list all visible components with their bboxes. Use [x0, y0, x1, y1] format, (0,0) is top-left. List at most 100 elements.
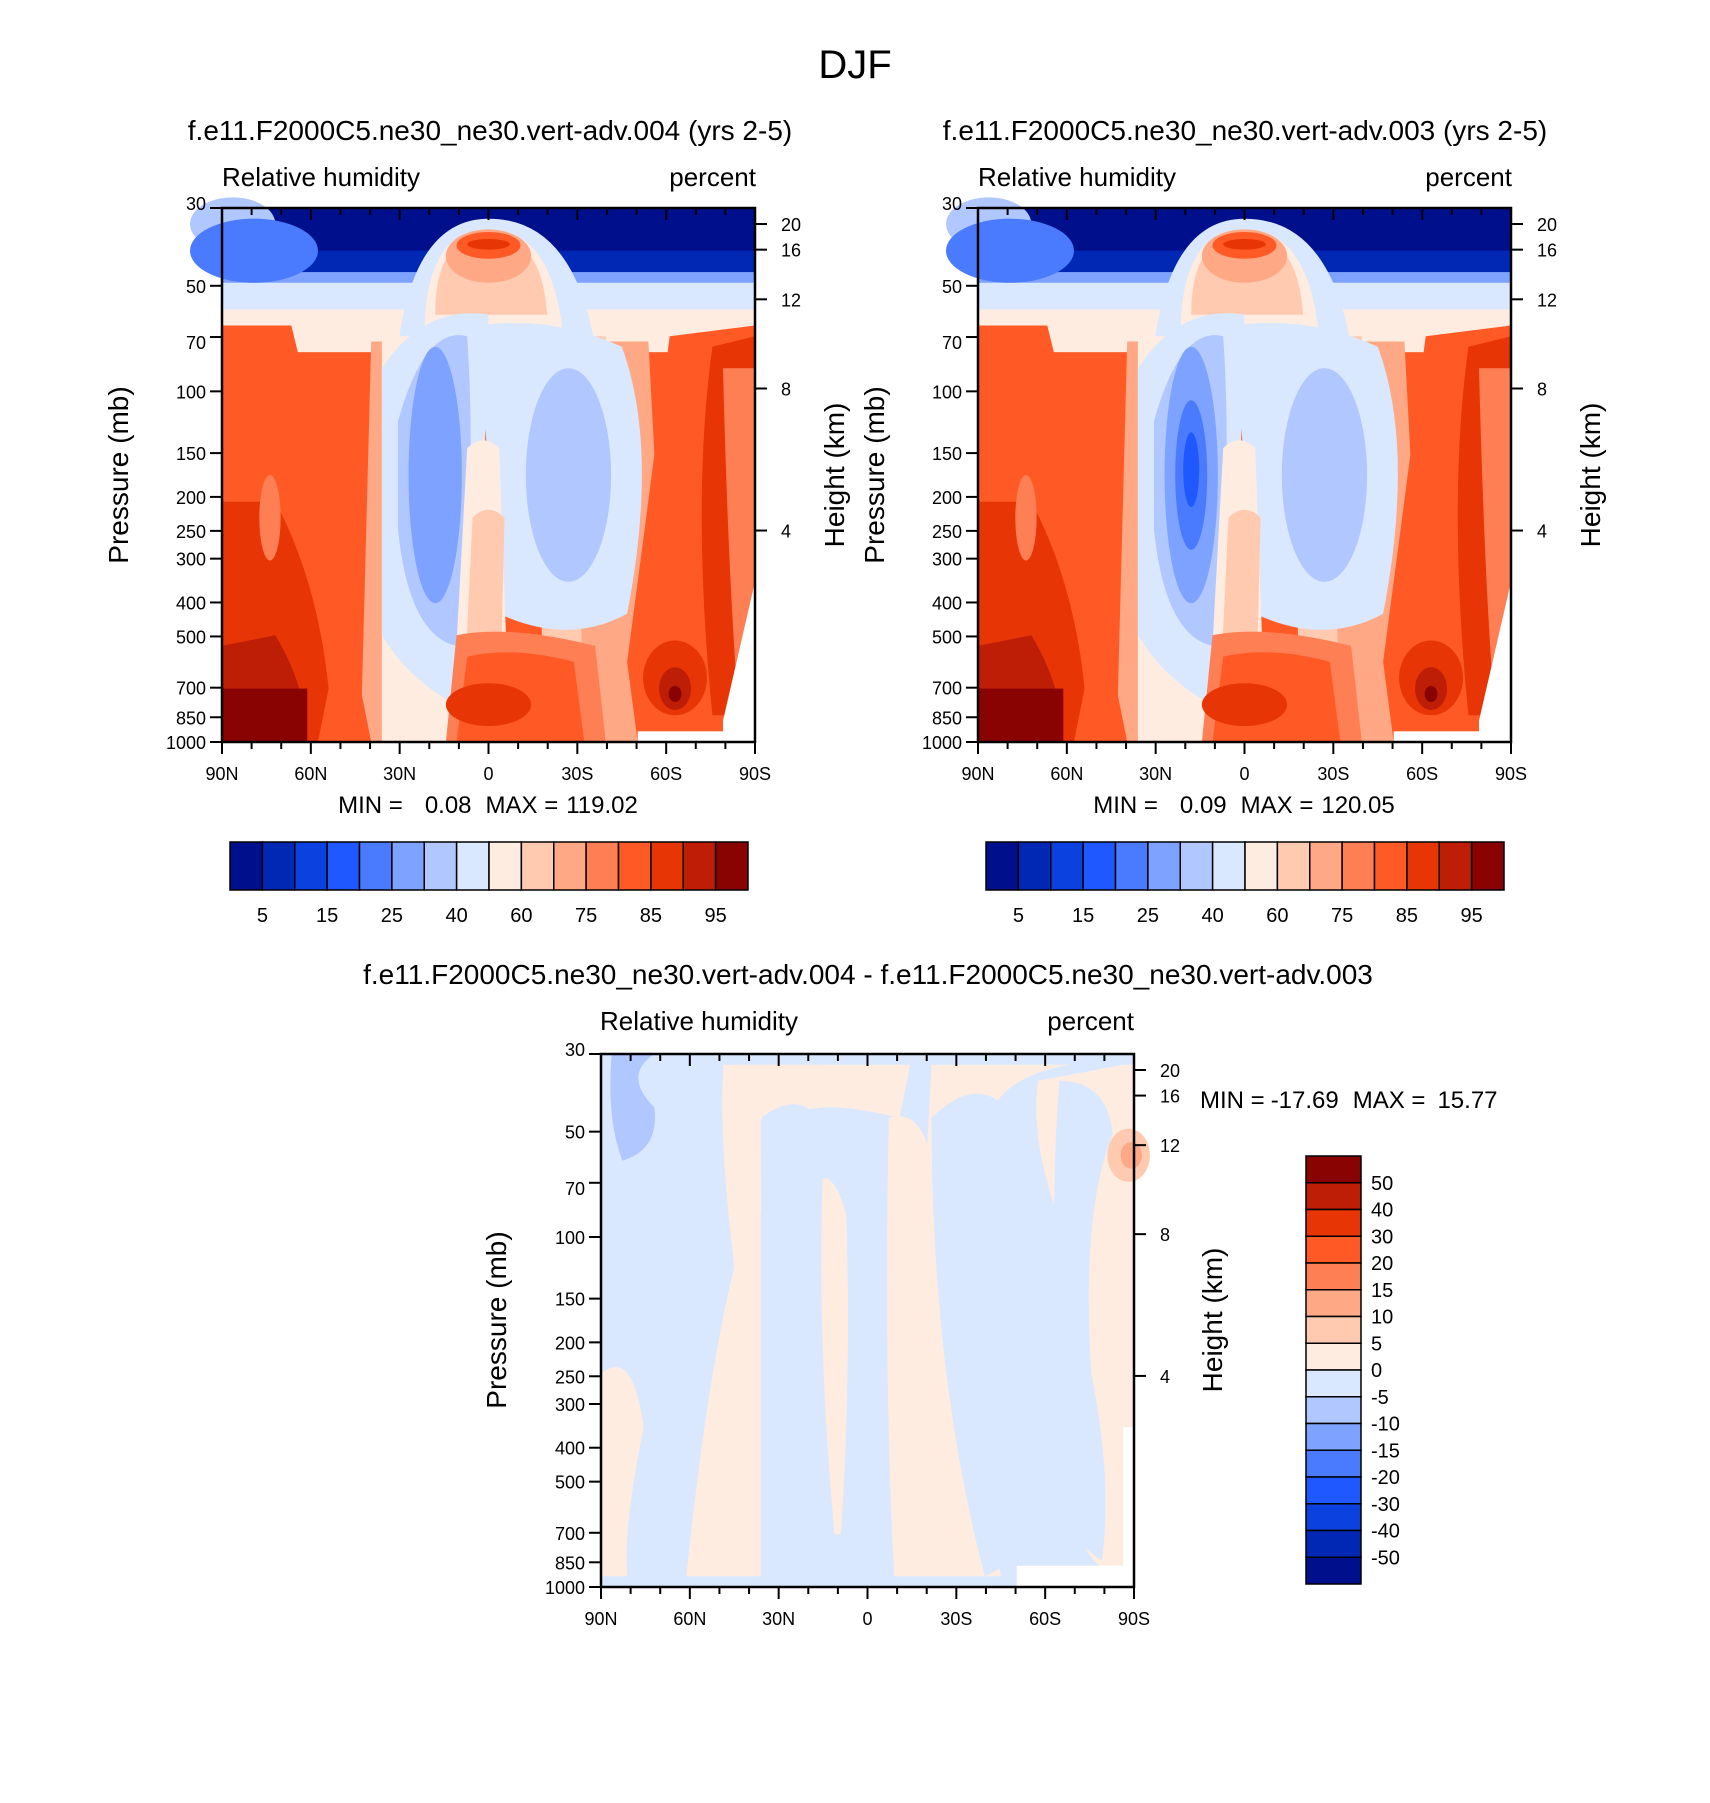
panel-1-colorbar-box-5: [391, 841, 425, 891]
panel-2-colorbar-box-9: [1276, 841, 1311, 891]
panel-1-contour-39: [637, 731, 755, 742]
panel-2-y2tick-label-0: 20: [1537, 215, 1557, 235]
panel-1-colorbar-label-3: 40: [446, 905, 468, 927]
panel-1-colorbar-box-4: [358, 841, 393, 891]
panel-3-colorbar-box-4: [1305, 1262, 1362, 1291]
panel-3-colorbar-label-9: -10: [1371, 1414, 1400, 1436]
panel-1: f.e11.F2000C5.ne30_ne30.vert-adv.004 (yr…: [103, 115, 850, 927]
panel-1-ytick-label-10: 700: [176, 679, 206, 699]
panel-2-left-label: Relative humidity: [978, 162, 1176, 192]
panel-3-contour-0: [686, 1064, 825, 1577]
panel-3-contour-8: [931, 1093, 1017, 1577]
panel-2-colorbar-label-3: 40: [1202, 905, 1224, 927]
panel-1-colorbar-label-5: 75: [575, 905, 597, 927]
panel-1-colorbar: 5 15 25 40 60 75 85 95: [229, 841, 749, 927]
panel-1-colorbar-box-11: [585, 841, 620, 891]
panel-3-colorbar-box-2: [1305, 1208, 1362, 1237]
panel-1-xtick-label-3: 0: [483, 764, 493, 784]
panel-1-colorbar-label-4: 60: [510, 905, 532, 927]
panel-2-contour-42: [1479, 581, 1511, 742]
panel-3-y2tick-label-4: 4: [1160, 1367, 1170, 1387]
panel-3-colorbar-box-13: [1305, 1503, 1362, 1532]
panel-1-colorbar-box-10: [553, 841, 587, 891]
panel-3-colorbar-label-10: -15: [1371, 1440, 1400, 1462]
panel-2-ytick-label-12: 1000: [922, 733, 962, 753]
panel-2-xtick-label-6: 90S: [1495, 764, 1527, 784]
panel-2-ylabel: Pressure (mb): [859, 386, 890, 563]
panel-2-ytick-label-2: 70: [942, 333, 962, 353]
panel-1-colorbar-label-6: 85: [640, 905, 662, 927]
panel-2-minmax: MIN = 0.09 MAX = 120.05: [1093, 792, 1395, 819]
panel-3-ytick-label-11: 850: [555, 1553, 585, 1573]
panel-1-ytick-label-8: 400: [176, 593, 206, 613]
panel-3-y2ticks: 20 16 12 8 4: [1134, 1061, 1180, 1387]
panel-1-colorbar-label-1: 15: [316, 905, 338, 927]
panel-3-contour-1: [734, 1064, 911, 1214]
panel-2-ytick-label-9: 500: [932, 627, 962, 647]
panel-2-contour-24: [1183, 432, 1200, 508]
panel-1-colorbar-box-13: [650, 841, 684, 891]
panel-2-y2tick-label-4: 4: [1537, 522, 1547, 542]
panel-3-colorbar-box-10: [1305, 1422, 1362, 1451]
panel-2-ytick-label-10: 700: [932, 679, 962, 699]
panel-2-ytick-label-6: 250: [932, 522, 962, 542]
panel-3-ytick-label-2: 70: [565, 1179, 585, 1199]
panel-1-ylabel: Pressure (mb): [103, 386, 134, 563]
panel-3-ytick-label-3: 100: [555, 1228, 585, 1248]
panel-2-contour-39: [1424, 685, 1438, 702]
panel-3-yticks: 30 50 70 100 150 200 250 300 400 500 700 850 1000: [545, 1040, 601, 1598]
panel-2-ytick-label-3: 100: [932, 382, 962, 402]
panel-3-y2tick-label-0: 20: [1160, 1061, 1180, 1081]
panel-1-contour-27: [445, 683, 532, 726]
panel-3-y2tick-label-2: 12: [1160, 1136, 1180, 1156]
panel-1-colorbar-box-3: [326, 841, 361, 891]
panel-2-title: f.e11.F2000C5.ne30_ne30.vert-adv.003 (yr…: [943, 115, 1547, 146]
panel-1-ytick-label-3: 100: [176, 382, 206, 402]
panel-1-contour-21: [525, 368, 612, 582]
panel-2-contour-13: [1223, 238, 1266, 250]
panel-2: f.e11.F2000C5.ne30_ne30.vert-adv.003 (yr…: [859, 115, 1606, 927]
panel-3-colorbar-label-14: -50: [1371, 1547, 1400, 1569]
panel-2-y2tick-label-2: 12: [1537, 290, 1557, 310]
figure-title: DJF: [818, 43, 891, 87]
panel-2-contour-21: [1281, 368, 1368, 582]
panel-3-colorbar-label-1: 40: [1371, 1200, 1393, 1222]
panel-2-ytick-label-1: 50: [942, 277, 962, 297]
panel-2-xtick-label-0: 90N: [961, 764, 994, 784]
panel-2-colorbar-box-4: [1114, 841, 1149, 891]
panel-2-colorbar-box-15: [1470, 841, 1505, 891]
panel-1-contour-31: [222, 688, 308, 742]
panel-2-colorbar-box-0: [985, 841, 1020, 891]
panel-1-y2tick-label-4: 4: [781, 522, 791, 542]
panel-1-ytick-label-7: 300: [176, 550, 206, 570]
panel-3-colorbar-box-6: [1305, 1315, 1362, 1344]
panel-2-colorbar-label-6: 85: [1396, 905, 1418, 927]
panel-3-colorbar-box-15: [1305, 1556, 1362, 1585]
panel-2-contour-41: [1393, 731, 1511, 742]
panel-1-title: f.e11.F2000C5.ne30_ne30.vert-adv.004 (yr…: [188, 115, 792, 146]
panel-1-xtick-label-4: 30S: [561, 764, 593, 784]
panel-1-ytick-label-11: 850: [176, 708, 206, 728]
panel-3-min-label: MIN =: [1200, 1087, 1265, 1114]
panel-3-ytick-label-6: 250: [555, 1367, 585, 1387]
panel-3-colorbar-box-0: [1305, 1155, 1362, 1184]
panel-1-colorbar-label-0: 5: [257, 905, 268, 927]
panel-1-left-label: Relative humidity: [222, 162, 420, 192]
panel-3-y2label: Height (km): [1197, 1248, 1228, 1393]
panel-1-colorbar-box-15: [714, 841, 749, 891]
panel-2-colorbar-label-0: 5: [1013, 905, 1024, 927]
panel-1-field: [190, 197, 755, 742]
panel-3-colorbar-box-11: [1305, 1449, 1362, 1478]
panel-1-y2tick-label-1: 16: [781, 241, 801, 261]
panel-2-y2tick-label-1: 16: [1537, 241, 1557, 261]
panel-2-colorbar-box-10: [1309, 841, 1343, 891]
panel-3-field: [601, 1054, 1150, 1587]
panel-2-colorbar-box-12: [1373, 841, 1408, 891]
panel-3-ytick-label-9: 500: [555, 1473, 585, 1493]
panel-1-xtick-label-1: 60N: [294, 764, 327, 784]
panel-3-colorbar-label-8: -5: [1371, 1387, 1389, 1409]
panel-3-xtick-label-2: 30N: [762, 1609, 795, 1629]
panel-3-min-value: -17.69: [1271, 1087, 1339, 1114]
panel-1-colorbar-box-8: [488, 841, 523, 891]
panel-3-xtick-label-4: 30S: [940, 1609, 972, 1629]
